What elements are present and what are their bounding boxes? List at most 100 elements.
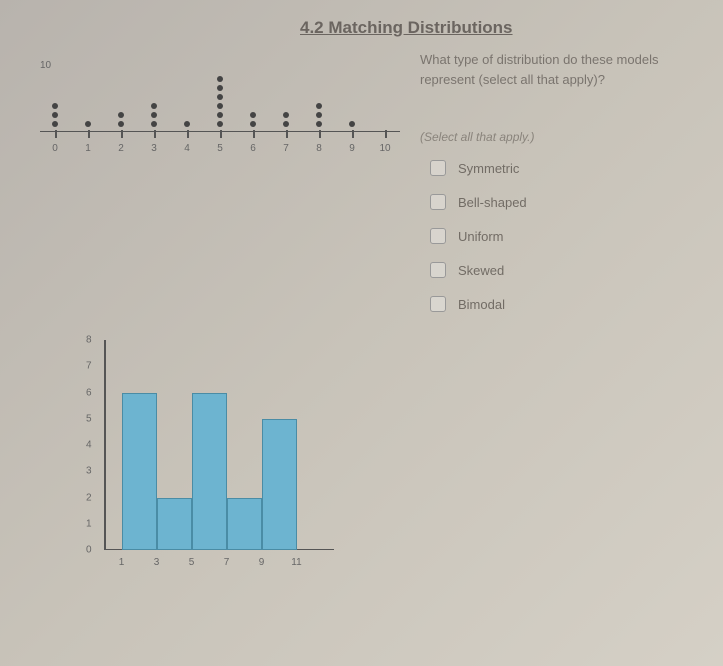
option-bimodal: Bimodal — [430, 296, 527, 312]
answer-options: Symmetric Bell-shaped Uniform Skewed Bim… — [430, 160, 527, 330]
dot — [217, 103, 223, 109]
dot — [52, 112, 58, 118]
histogram-ytick-label: 0 — [86, 545, 92, 556]
dotplot-tick — [286, 130, 288, 138]
histogram-bar — [192, 393, 227, 551]
histogram-xtick-label: 11 — [291, 557, 301, 568]
dot — [217, 121, 223, 127]
checkbox-symmetric[interactable] — [430, 160, 446, 176]
dot-stack — [349, 121, 355, 130]
instruction-text: (Select all that apply.) — [420, 130, 535, 144]
histogram-bar — [157, 498, 192, 551]
histogram-ytick-label: 1 — [86, 518, 92, 529]
dot-stack — [85, 121, 91, 130]
dotplot-tick — [352, 130, 354, 138]
dot — [52, 121, 58, 127]
histogram-xtick-label: 1 — [119, 557, 125, 568]
dot-stack — [184, 121, 190, 130]
dotplot-tick — [55, 130, 57, 138]
histogram-ytick-label: 3 — [86, 466, 92, 477]
dotplot-tick-label: 2 — [118, 143, 124, 154]
histogram-ytick-label: 8 — [86, 335, 92, 346]
dot — [52, 103, 58, 109]
option-label: Symmetric — [458, 161, 519, 176]
dot — [151, 112, 157, 118]
dotplot-tick — [319, 130, 321, 138]
dot-stack — [151, 103, 157, 130]
dotplot-tick — [253, 130, 255, 138]
dot-stack — [316, 103, 322, 130]
dotplot-tick — [187, 130, 189, 138]
dotplot-tick — [121, 130, 123, 138]
worksheet-page: 4.2 Matching Distributions What type of … — [0, 0, 723, 666]
histogram-bar — [262, 419, 297, 550]
dotplot-tick-label: 5 — [217, 143, 223, 154]
option-uniform: Uniform — [430, 228, 527, 244]
dotplot-tick-label: 1 — [85, 143, 91, 154]
option-label: Bell-shaped — [458, 195, 527, 210]
dotplot-tick — [154, 130, 156, 138]
dotplot-tick — [385, 130, 387, 138]
dotplot-tick-label: 4 — [184, 143, 190, 154]
option-skewed: Skewed — [430, 262, 527, 278]
histogram-ytick-label: 2 — [86, 492, 92, 503]
dot — [283, 121, 289, 127]
dot — [217, 76, 223, 82]
option-label: Skewed — [458, 263, 504, 278]
checkbox-bimodal[interactable] — [430, 296, 446, 312]
dot — [316, 112, 322, 118]
dot — [349, 121, 355, 127]
histogram-xtick-label: 9 — [259, 557, 265, 568]
dotplot-chart: 10 012345678910 — [40, 60, 400, 150]
dotplot-tick-label: 9 — [349, 143, 355, 154]
dot — [151, 121, 157, 127]
dot — [250, 112, 256, 118]
dot — [250, 121, 256, 127]
histogram-xtick-label: 7 — [224, 557, 230, 568]
section-title: 4.2 Matching Distributions — [300, 18, 513, 38]
dot — [217, 112, 223, 118]
histogram-ytick-label: 4 — [86, 440, 92, 451]
dot — [151, 103, 157, 109]
dot — [316, 103, 322, 109]
dot-stack — [217, 76, 223, 130]
option-bell-shaped: Bell-shaped — [430, 194, 527, 210]
dotplot-tick-label: 8 — [316, 143, 322, 154]
option-label: Uniform — [458, 229, 504, 244]
dotplot-tick-label: 0 — [52, 143, 58, 154]
histogram-ytick-label: 7 — [86, 361, 92, 372]
dotplot-tick — [88, 130, 90, 138]
dot-stack — [283, 112, 289, 130]
histogram-yaxis — [104, 340, 106, 550]
dot — [85, 121, 91, 127]
dot — [184, 121, 190, 127]
histogram-xtick-label: 3 — [154, 557, 160, 568]
dot — [217, 85, 223, 91]
dot — [118, 112, 124, 118]
dotplot-tick-label: 6 — [250, 143, 256, 154]
checkbox-skewed[interactable] — [430, 262, 446, 278]
histogram-ytick-label: 6 — [86, 387, 92, 398]
histogram-bar — [227, 498, 262, 551]
dot-stack — [250, 112, 256, 130]
dot — [316, 121, 322, 127]
option-label: Bimodal — [458, 297, 505, 312]
histogram-chart: 0123456781357911 — [80, 340, 340, 580]
option-symmetric: Symmetric — [430, 160, 527, 176]
histogram-xtick-label: 5 — [189, 557, 195, 568]
dotplot-tick-label: 10 — [379, 143, 390, 154]
histogram-ytick-label: 5 — [86, 413, 92, 424]
checkbox-bell-shaped[interactable] — [430, 194, 446, 210]
dot — [283, 112, 289, 118]
histogram-bar — [122, 393, 157, 551]
dot-stack — [52, 103, 58, 130]
dotplot-tick-label: 7 — [283, 143, 289, 154]
dot — [118, 121, 124, 127]
dot — [217, 94, 223, 100]
dot-stack — [118, 112, 124, 130]
dotplot-tick-label: 3 — [151, 143, 157, 154]
dotplot-ylabel: 10 — [40, 60, 51, 71]
checkbox-uniform[interactable] — [430, 228, 446, 244]
question-text: What type of distribution do these model… — [420, 50, 700, 89]
dotplot-tick — [220, 130, 222, 138]
